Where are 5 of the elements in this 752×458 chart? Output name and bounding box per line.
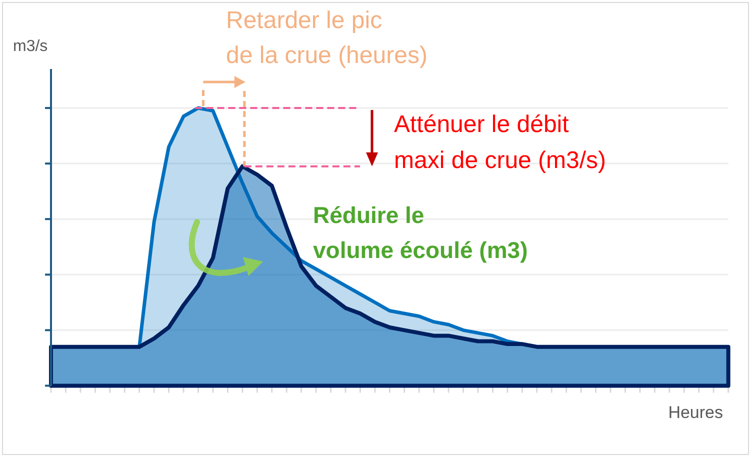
x-axis-title: Heures	[668, 403, 723, 422]
annotation: Réduire le volume écoulé (m3)	[313, 202, 528, 263]
annotation: Atténuer le débit maxi de crue (m3/s)	[394, 111, 606, 174]
y-axis-title: m3/s	[13, 38, 48, 55]
text: Retarder le pic de la crue (heures)	[226, 7, 428, 69]
